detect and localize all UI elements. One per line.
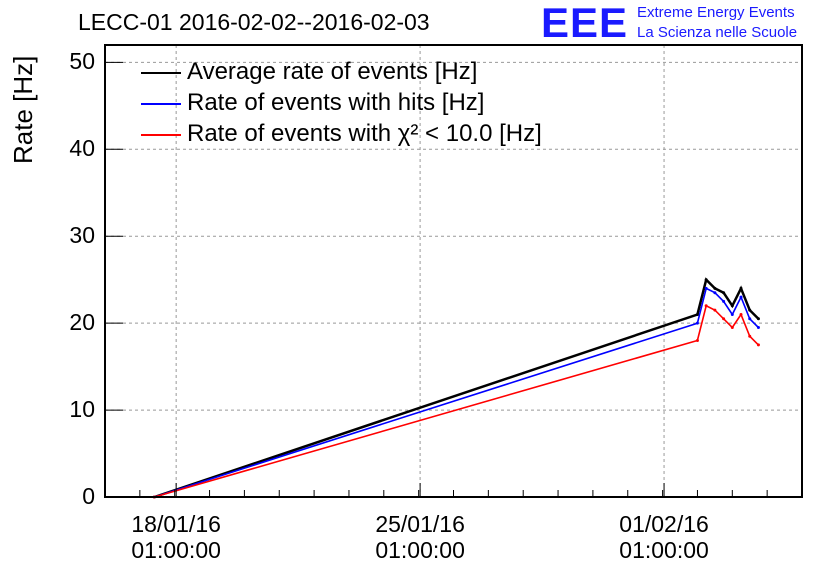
- x-tick-date: 25/01/16: [375, 511, 465, 537]
- series-point-0: [730, 304, 734, 308]
- y-tick-label: 50: [69, 48, 95, 75]
- eee-logo: EEE: [541, 0, 629, 46]
- logo-line-1: Extreme Energy Events: [637, 4, 795, 21]
- legend-swatch-average: [141, 72, 181, 74]
- series-point-2: [695, 339, 699, 343]
- series-line-0: [154, 277, 760, 499]
- legend-swatch-hits: [141, 103, 181, 105]
- series-point-2: [730, 326, 734, 329]
- series-point-1: [756, 326, 760, 329]
- series-point-1: [713, 291, 717, 295]
- y-tick-label: 30: [69, 222, 95, 249]
- series-point-2: [722, 317, 726, 321]
- series-point-0: [695, 312, 699, 316]
- series-point-1: [704, 286, 708, 290]
- series-point-2: [713, 308, 717, 312]
- series-point-1: [739, 295, 743, 299]
- y-tick-label: 40: [69, 135, 95, 162]
- y-axis-label: Rate [Hz]: [8, 55, 38, 164]
- x-tick-label: 01/02/16 01:00:00: [594, 511, 734, 563]
- x-tick-time: 01:00:00: [375, 537, 465, 563]
- x-tick-date: 01/02/16: [619, 511, 709, 537]
- series-point-0: [722, 291, 726, 295]
- series-point-0: [704, 278, 708, 282]
- chart-title: LECC-01 2016-02-02--2016-02-03: [78, 9, 430, 35]
- series-point-2: [748, 334, 752, 338]
- legend-swatch-chi2: [141, 134, 181, 136]
- series-point-0: [739, 286, 743, 290]
- ticks: [104, 61, 803, 498]
- y-tick-label: 0: [82, 483, 95, 509]
- legend-label-average: Average rate of events [Hz]: [187, 58, 478, 85]
- series-point-1: [730, 312, 734, 316]
- series-point-2: [704, 304, 708, 308]
- series-point-0: [756, 317, 760, 321]
- y-tick-label: 10: [69, 396, 95, 423]
- legend-label-hits: Rate of events with hits [Hz]: [187, 89, 485, 116]
- y-tick-label: 20: [69, 309, 95, 336]
- series-point-0: [713, 286, 717, 290]
- series-point-1: [722, 299, 726, 303]
- series-point-0: [748, 308, 752, 312]
- series-layer: [152, 277, 760, 499]
- x-tick-label: 25/01/16 01:00:00: [350, 511, 490, 563]
- series-point-2: [756, 343, 760, 347]
- x-tick-time: 01:00:00: [619, 537, 709, 563]
- legend-label-chi2: Rate of events with χ² < 10.0 [Hz]: [187, 120, 542, 147]
- logo-line-2: La Scienza nelle Scuole: [637, 24, 798, 41]
- series-point-1: [748, 317, 752, 321]
- x-tick-date: 18/01/16: [131, 511, 221, 537]
- series-point-1: [695, 321, 699, 325]
- series-point-2: [739, 312, 743, 316]
- x-tick-label: 18/01/16 01:00:00: [106, 511, 246, 563]
- x-tick-time: 01:00:00: [131, 537, 221, 563]
